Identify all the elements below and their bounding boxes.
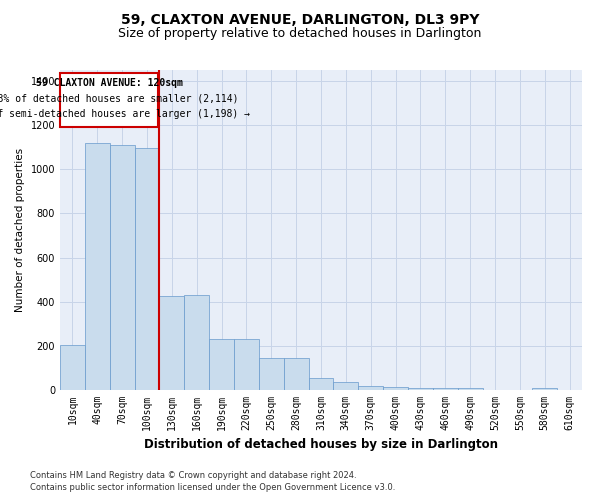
Bar bbox=[433, 388, 458, 390]
Text: 59, CLAXTON AVENUE, DARLINGTON, DL3 9PY: 59, CLAXTON AVENUE, DARLINGTON, DL3 9PY bbox=[121, 12, 479, 26]
Bar bbox=[458, 388, 482, 390]
Y-axis label: Number of detached properties: Number of detached properties bbox=[15, 148, 25, 312]
Bar bbox=[85, 143, 110, 390]
Bar bbox=[358, 386, 383, 390]
Bar bbox=[334, 382, 358, 390]
Bar bbox=[60, 345, 85, 390]
FancyBboxPatch shape bbox=[61, 72, 158, 128]
Bar bbox=[110, 145, 134, 390]
Bar bbox=[532, 388, 557, 390]
Text: ← 63% of detached houses are smaller (2,114): ← 63% of detached houses are smaller (2,… bbox=[0, 94, 239, 104]
Bar bbox=[308, 378, 334, 390]
Bar bbox=[284, 358, 308, 390]
Text: Contains public sector information licensed under the Open Government Licence v3: Contains public sector information licen… bbox=[30, 484, 395, 492]
Bar bbox=[259, 358, 284, 390]
Bar bbox=[383, 386, 408, 390]
Text: Size of property relative to detached houses in Darlington: Size of property relative to detached ho… bbox=[118, 28, 482, 40]
Text: 59 CLAXTON AVENUE: 120sqm: 59 CLAXTON AVENUE: 120sqm bbox=[36, 78, 183, 88]
Bar bbox=[160, 296, 184, 390]
X-axis label: Distribution of detached houses by size in Darlington: Distribution of detached houses by size … bbox=[144, 438, 498, 452]
Text: 36% of semi-detached houses are larger (1,198) →: 36% of semi-detached houses are larger (… bbox=[0, 110, 250, 120]
Bar bbox=[234, 339, 259, 390]
Bar bbox=[209, 339, 234, 390]
Bar bbox=[408, 388, 433, 390]
Bar bbox=[134, 148, 160, 390]
Text: Contains HM Land Registry data © Crown copyright and database right 2024.: Contains HM Land Registry data © Crown c… bbox=[30, 471, 356, 480]
Bar bbox=[184, 295, 209, 390]
